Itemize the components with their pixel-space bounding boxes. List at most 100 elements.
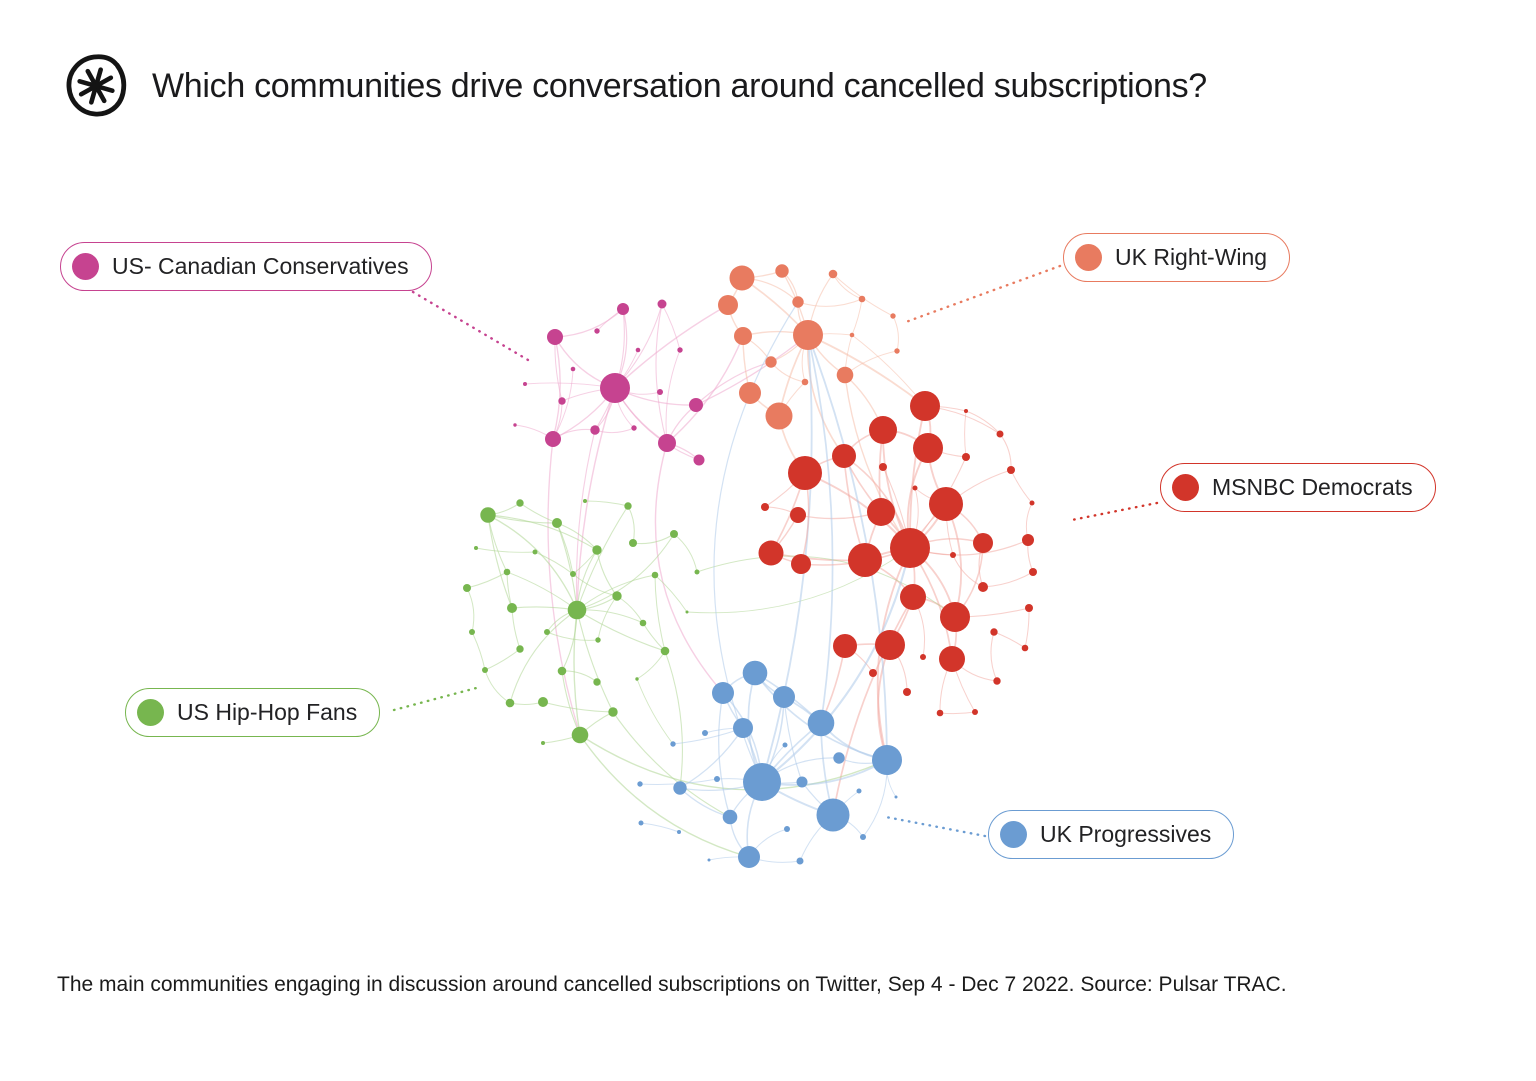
network-node-us-hip-hop-fans [567,600,587,620]
network-node-msnbc-democrats [1029,500,1035,506]
network-edge [506,571,578,611]
network-edge [939,711,976,715]
network-edge [1024,607,1030,649]
network-edge [770,361,806,383]
network-node-msnbc-democrats [761,503,769,511]
network-edge [990,631,998,682]
network-edge [993,631,1026,649]
network-edge [594,308,625,431]
network-node-uk-progressives [712,682,734,704]
network-node-msnbc-democrats [903,688,911,696]
network-edge [672,727,744,745]
network-edge [547,438,581,736]
network-node-uk-right-wing [775,264,789,278]
network-node-us-canadian-conservatives [677,347,683,353]
network-node-us-hip-hop-fans [557,666,567,676]
network-edge [783,696,803,783]
network-node-uk-progressives [860,834,866,840]
network-node-us-canadian-conservatives [617,303,629,315]
network-node-msnbc-democrats [964,409,968,413]
leader-line-us-hip-hop-fans [392,685,482,712]
network-edge [632,533,675,545]
network-node-us-canadian-conservatives [547,329,563,345]
network-edge [664,650,683,789]
network-node-uk-right-wing [894,348,900,354]
network-node-us-hip-hop-fans [660,646,670,656]
network-node-us-hip-hop-fans [541,741,545,745]
network-node-uk-right-wing [858,295,866,303]
network-edge [654,574,688,613]
network-node-uk-right-wing [765,402,793,430]
network-node-msnbc-democrats [758,540,784,566]
network-edge [556,522,578,611]
network-node-us-canadian-conservatives [631,425,637,431]
network-edge [487,514,578,611]
network-node-uk-progressives [637,781,643,787]
network-edge [844,374,911,549]
network-edge [573,609,581,736]
network-node-uk-progressives [782,742,788,748]
community-label-text: UK Right-Wing [1115,244,1268,270]
network-edge [584,500,629,507]
network-edge [832,596,914,816]
network-node-us-hip-hop-fans [583,499,587,503]
network-edge [665,349,681,444]
network-node-us-hip-hop-fans [571,726,589,744]
network-edge [616,595,644,624]
network-edge [511,606,578,611]
network-node-us-hip-hop-fans [635,677,639,681]
network-edge [797,298,863,307]
network-edge [640,822,680,833]
network-node-us-hip-hop-fans [552,518,562,528]
network-node-uk-right-wing [792,296,804,308]
network-edge [596,549,618,597]
leader-line-msnbc-democrats [1070,501,1159,522]
page-title: Which communities drive conversation aro… [152,66,1207,105]
network-node-uk-progressives [816,798,850,832]
network-node-msnbc-democrats [936,709,944,717]
community-color-dot [1000,821,1027,848]
network-node-uk-right-wing [836,366,854,384]
network-edge [636,678,674,745]
network-node-us-hip-hop-fans [480,507,496,523]
network-edge [466,587,475,633]
network-node-uk-right-wing [890,313,896,319]
network-node-uk-progressives [833,752,845,764]
network-node-uk-progressives [872,745,902,775]
network-edge [579,734,750,858]
network-node-us-hip-hop-fans [592,545,602,555]
network-edge [661,303,681,351]
community-color-dot [1075,244,1102,271]
network-node-msnbc-democrats [913,433,943,463]
network-node-us-hip-hop-fans [463,584,471,592]
network-node-uk-progressives [742,660,768,686]
network-node-msnbc-democrats [939,646,965,672]
network-node-us-hip-hop-fans [474,546,478,550]
pulsar-asterisk-logo-icon [64,52,128,120]
network-node-uk-progressives [733,718,753,738]
network-node-msnbc-democrats [962,453,970,461]
network-node-us-hip-hop-fans [612,591,622,601]
network-edge [909,405,926,549]
network-edge [576,505,629,611]
network-node-us-hip-hop-fans [469,629,475,635]
network-node-us-canadian-conservatives [657,389,663,395]
network-node-uk-progressives [796,776,808,788]
network-node-us-canadian-conservatives [689,398,703,412]
network-edge [718,692,731,818]
network-edge [832,273,894,317]
network-node-msnbc-democrats [910,391,940,421]
network-edge [945,503,963,618]
network-node-uk-right-wing [734,327,752,345]
network-node-msnbc-democrats [1007,466,1015,474]
network-node-us-hip-hop-fans [624,502,632,510]
network-edge [892,315,899,352]
network-node-us-canadian-conservatives [545,431,561,447]
network-node-us-canadian-conservatives [657,299,667,309]
network-node-msnbc-democrats [1029,568,1037,576]
network-node-uk-progressives [856,788,862,794]
network-node-msnbc-democrats [833,634,857,658]
network-edge [713,301,799,783]
